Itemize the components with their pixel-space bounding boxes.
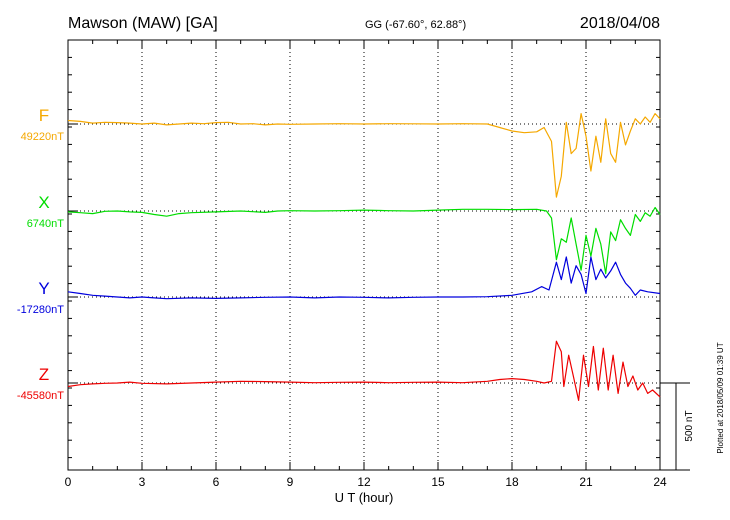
scale-bar-label: 500 nT (684, 410, 695, 441)
series-layer (67, 112, 661, 401)
date-label: 2018/04/08 (580, 15, 660, 32)
series-line-x (67, 206, 661, 275)
series-line-z (67, 340, 661, 401)
x-tick-label: 6 (213, 475, 220, 489)
grid-layer (141, 40, 587, 470)
series-name-x: X (38, 193, 49, 212)
series-baseline-label-f: 49220nT (21, 131, 65, 143)
series-name-y: Y (38, 279, 49, 298)
scale-bar: 500 nT (660, 382, 695, 471)
x-axis-label: U T (hour) (335, 490, 394, 505)
label-layer: F 49220nT X 6740nT Y -17280nT Z -45580nT (17, 106, 64, 402)
plotted-at-note: Plotted at 2018/05/09 01:39 UT (716, 342, 725, 453)
station-title: Mawson (MAW) [GA] (68, 15, 218, 32)
series-baseline-label-x: 6740nT (27, 218, 65, 230)
series-baseline-label-y: -17280nT (17, 304, 64, 316)
x-tick-label: 18 (505, 475, 519, 489)
series-line-f (67, 112, 661, 198)
x-tick-label: 3 (139, 475, 146, 489)
station-coords: GG (-67.60°, 62.88°) (365, 19, 466, 31)
series-line-y (67, 256, 661, 300)
series-name-z: Z (39, 365, 49, 384)
series-baseline-label-z: -45580nT (17, 390, 64, 402)
series-name-f: F (39, 106, 49, 125)
x-tick-label: 12 (357, 475, 371, 489)
x-tick-label: 15 (431, 475, 445, 489)
x-tick-label: 9 (287, 475, 294, 489)
tick-layer: 0 3 6 9 12 15 18 21 24 (65, 40, 667, 489)
x-tick-label: 24 (653, 475, 667, 489)
x-tick-label: 21 (579, 475, 593, 489)
x-tick-label: 0 (65, 475, 72, 489)
